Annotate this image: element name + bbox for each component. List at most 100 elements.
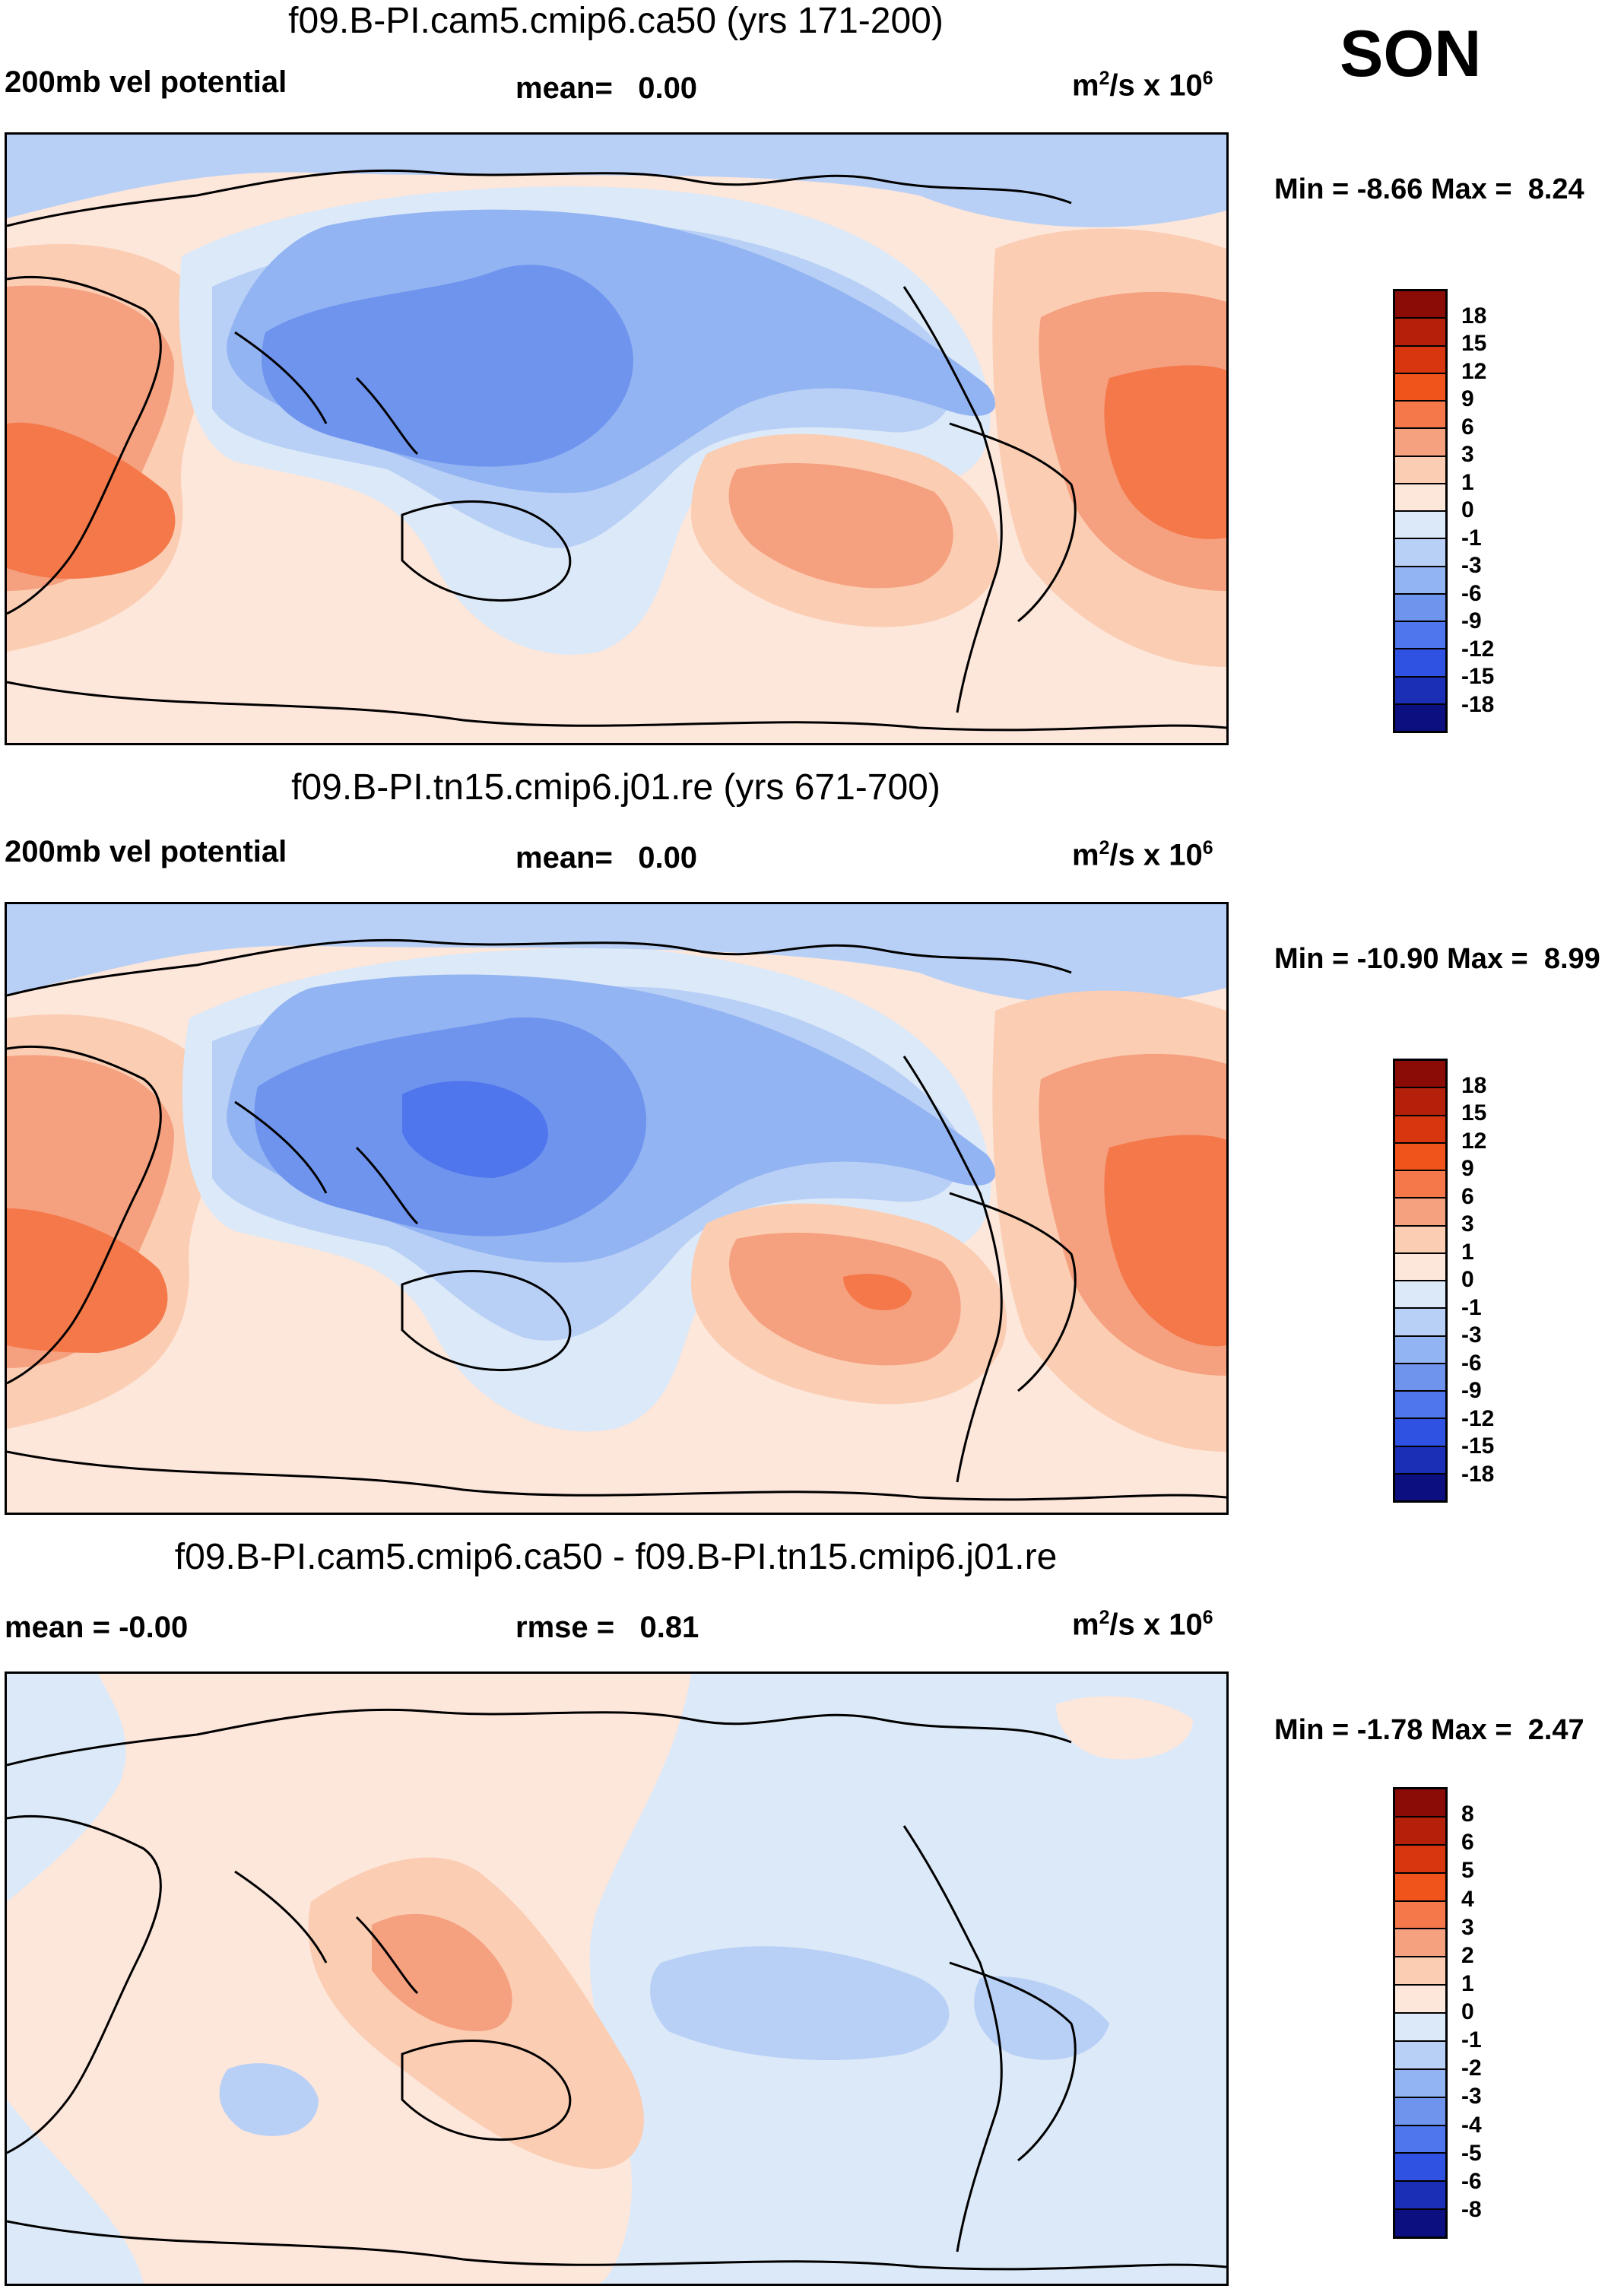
panel-3-colorbar-labels: 8 6 5 4 3 2 1 0 -1 -2 -3 -4 -5 -6 -8 (1461, 1787, 1553, 2239)
colorbar-swatch (1395, 1392, 1445, 1420)
colorbar-tick-label: -3 (1461, 1322, 1482, 1348)
colorbar-tick-label: -3 (1461, 553, 1482, 578)
colorbar-tick-label: 5 (1461, 1858, 1474, 1884)
colorbar-swatch (1395, 346, 1445, 374)
colorbar-swatch (1395, 594, 1445, 622)
colorbar-tick-label: 12 (1461, 358, 1487, 384)
colorbar-swatch (1395, 2154, 1445, 2183)
colorbar-tick-label: -18 (1461, 691, 1495, 717)
colorbar-tick-label: 9 (1461, 386, 1474, 411)
colorbar-tick-label: 1 (1461, 1970, 1474, 1996)
colorbar-tick-label: 1 (1461, 469, 1474, 495)
panel-2-colorbar (1393, 1059, 1448, 1503)
colorbar-tick-label: -15 (1461, 664, 1495, 689)
colorbar-tick-label: -9 (1461, 608, 1482, 633)
colorbar-tick-label: 4 (1461, 1886, 1474, 1912)
colorbar-tick-label: 1 (1461, 1239, 1474, 1265)
colorbar-swatch (1395, 2069, 1445, 2098)
colorbar-tick-label: 0 (1461, 497, 1474, 522)
panel-1-colorbar (1393, 289, 1448, 733)
colorbar-swatch (1395, 1336, 1445, 1364)
colorbar-tick-label: 3 (1461, 1914, 1474, 1940)
colorbar-swatch (1395, 704, 1445, 731)
colorbar-tick-label: 2 (1461, 1942, 1474, 1968)
colorbar-tick-label: -3 (1461, 2084, 1482, 2110)
colorbar-swatch (1395, 429, 1445, 457)
panel-3-title: f09.B-PI.cam5.cmip6.ca50 - f09.B-PI.tn15… (174, 1537, 1058, 1577)
colorbar-tick-label: -2 (1461, 2056, 1482, 2081)
colorbar-swatch (1395, 2097, 1445, 2126)
colorbar-swatch (1395, 1116, 1445, 1144)
colorbar-tick-label: -15 (1461, 1433, 1495, 1459)
colorbar-tick-label: -4 (1461, 2112, 1482, 2138)
panel-2-mean: mean= 0.00 (515, 841, 698, 875)
colorbar-swatch (1395, 2126, 1445, 2154)
panel-1-title: f09.B-PI.cam5.cmip6.ca50 (yrs 171-200) (288, 1, 944, 41)
colorbar-swatch (1395, 291, 1445, 319)
colorbar-swatch (1395, 484, 1445, 512)
colorbar-swatch (1395, 512, 1445, 540)
season-label: SON (1340, 17, 1482, 90)
colorbar-tick-label: 3 (1461, 1211, 1474, 1237)
colorbar-tick-label: -8 (1461, 2196, 1482, 2222)
colorbar-swatch (1395, 1364, 1445, 1392)
panel-2-units: m2/s x 106 (1072, 838, 1213, 872)
panel-1-mean: mean= 0.00 (515, 71, 698, 105)
colorbar-swatch (1395, 2014, 1445, 2042)
colorbar-tick-label: -9 (1461, 1378, 1482, 1403)
colorbar-swatch (1395, 1986, 1445, 2014)
colorbar-swatch (1395, 1281, 1445, 1310)
colorbar-swatch (1395, 1088, 1445, 1116)
colorbar-swatch (1395, 456, 1445, 484)
panel-3-units: m2/s x 106 (1072, 1608, 1213, 1642)
colorbar-tick-label: 0 (1461, 1999, 1474, 2024)
panel-3-mean: mean = -0.00 (5, 1611, 189, 1644)
panel-2-map (5, 902, 1229, 1515)
colorbar-swatch (1395, 2182, 1445, 2211)
colorbar-swatch (1395, 1061, 1445, 1089)
colorbar-tick-label: -6 (1461, 2168, 1482, 2194)
colorbar-swatch (1395, 1198, 1445, 1227)
colorbar-tick-label: -1 (1461, 1294, 1482, 1320)
colorbar-swatch (1395, 539, 1445, 567)
panel-3-min-max: Min = -1.78 Max = 2.47 (1274, 1714, 1584, 1746)
colorbar-tick-label: 12 (1461, 1128, 1487, 1154)
colorbar-swatch (1395, 1309, 1445, 1337)
colorbar-swatch (1395, 2210, 1445, 2237)
colorbar-tick-label: 15 (1461, 1100, 1487, 1125)
panel-2-min-max: Min = -10.90 Max = 8.99 (1274, 943, 1600, 975)
colorbar-swatch (1395, 1171, 1445, 1199)
panel-2-contour-field (7, 904, 1226, 1513)
colorbar-swatch (1395, 1474, 1445, 1500)
panel-3-map (5, 1672, 1229, 2286)
colorbar-tick-label: -12 (1461, 1405, 1495, 1431)
colorbar-swatch (1395, 402, 1445, 430)
panel-3-colorbar (1393, 1787, 1448, 2239)
colorbar-swatch (1395, 677, 1445, 705)
colorbar-swatch (1395, 1901, 1445, 1930)
colorbar-tick-label: 18 (1461, 1072, 1487, 1098)
colorbar-tick-label: -1 (1461, 2027, 1482, 2053)
colorbar-swatch (1395, 1957, 1445, 1986)
panel-1-units: m2/s x 106 (1072, 68, 1213, 103)
panel-2-variable-label: 200mb vel potential (5, 835, 287, 868)
colorbar-swatch (1395, 1789, 1445, 1818)
colorbar-swatch (1395, 319, 1445, 347)
colorbar-tick-label: -6 (1461, 580, 1482, 606)
panel-1-variable-label: 200mb vel potential (5, 65, 287, 99)
colorbar-swatch (1395, 373, 1445, 402)
panel-2-title: f09.B-PI.tn15.cmip6.j01.re (yrs 671-700) (291, 767, 940, 808)
colorbar-swatch (1395, 1929, 1445, 1958)
panel-1-min-max: Min = -8.66 Max = 8.24 (1274, 173, 1584, 205)
panel-1-colorbar-labels: 18 15 12 9 6 3 1 0 -1 -3 -6 -9 -12 -15 -18 (1461, 289, 1553, 733)
colorbar-swatch (1395, 1845, 1445, 1874)
colorbar-tick-label: 6 (1461, 414, 1474, 440)
colorbar-tick-label: -6 (1461, 1350, 1482, 1376)
panel-1-map (5, 132, 1229, 745)
colorbar-swatch (1395, 1873, 1445, 1902)
panel-3-rmse: rmse = 0.81 (515, 1611, 699, 1644)
colorbar-swatch (1395, 567, 1445, 595)
colorbar-swatch (1395, 1253, 1445, 1281)
colorbar-tick-label: 9 (1461, 1156, 1474, 1181)
colorbar-tick-label: 6 (1461, 1183, 1474, 1209)
